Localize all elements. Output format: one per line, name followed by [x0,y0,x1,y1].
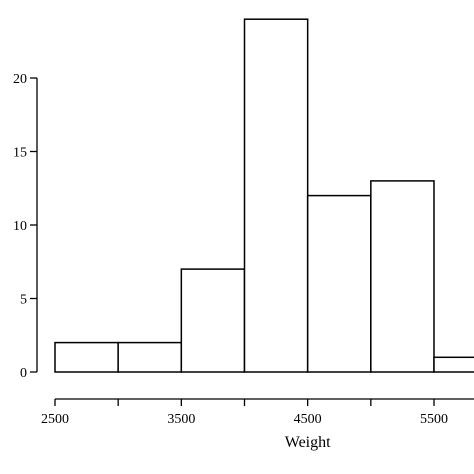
histogram-bar-4500-5000 [306,194,372,373]
histogram-bar-3500-4000 [180,268,246,373]
y-tick-label-0: 0 [20,366,27,381]
histogram-bar-5000-5500 [370,180,435,373]
y-tick-label-15: 15 [13,146,27,161]
x-axis-title: Weight [285,434,331,451]
histogram-bar-5500-6000 [433,356,474,373]
histogram-bars [54,18,474,373]
x-tick-label-5500: 5500 [420,412,448,427]
x-tick-label-4500: 4500 [294,412,322,427]
histogram-bar-2500-3000 [54,341,119,373]
x-axis: 2500 3500 4500 5500 [41,398,474,427]
y-tick-label-20: 20 [13,72,27,87]
x-tick-label-2500: 2500 [41,412,69,427]
y-tick-label-10: 10 [13,219,27,234]
x-tick-label-3500: 3500 [167,412,195,427]
histogram-bar-4000-4500 [243,18,309,373]
histogram-bar-3000-3500 [117,341,183,373]
y-tick-label-5: 5 [20,293,27,308]
y-axis: 0 5 10 15 20 [13,72,38,381]
